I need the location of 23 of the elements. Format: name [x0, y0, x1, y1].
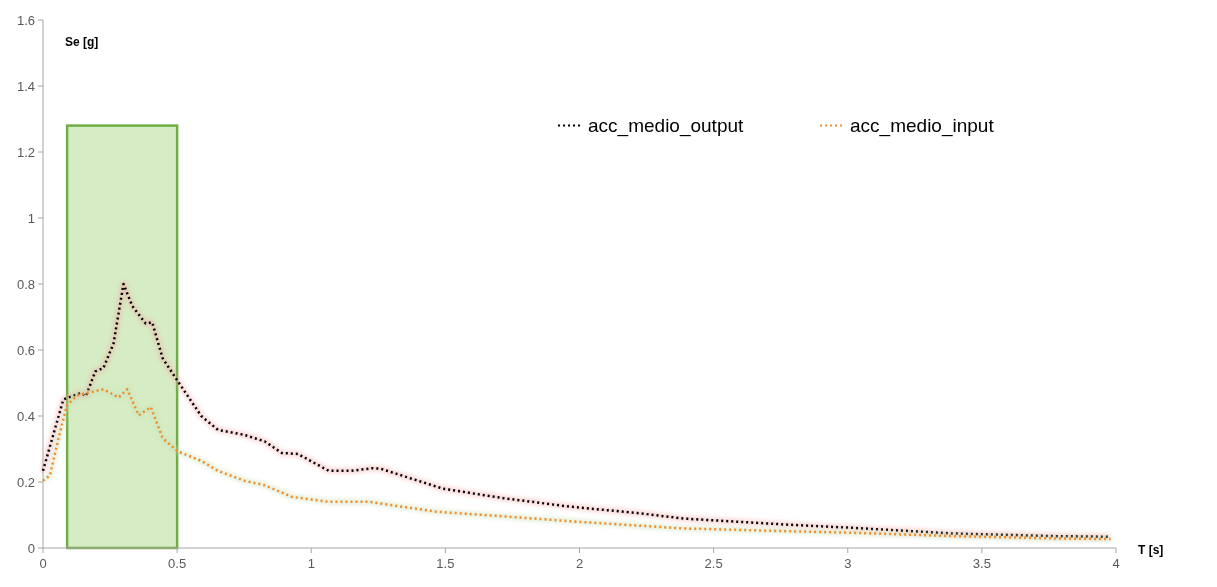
y-tick-label: 1.4	[16, 78, 35, 94]
y-tick-label: 1	[27, 210, 35, 226]
y-axis-title: Se [g]	[65, 35, 99, 49]
x-axis-title: T [s]	[1138, 543, 1164, 557]
y-tick-label: 0	[27, 540, 35, 556]
y-tick-label: 0.2	[16, 474, 35, 490]
line-series	[41, 388, 1112, 541]
y-tick-label: 0.8	[16, 276, 35, 292]
x-tick-label: 4	[1112, 556, 1120, 571]
y-tick-label: 0.6	[16, 342, 35, 358]
x-tick-label: 2	[575, 556, 584, 571]
x-tick-label: 1.5	[436, 556, 455, 571]
x-tick-label: 0	[39, 556, 47, 571]
x-tick-label: 3.5	[972, 556, 991, 571]
x-tick-label: 2.5	[704, 556, 723, 571]
y-tick-label: 1.2	[16, 144, 35, 160]
legend-label: acc_medio_input	[850, 115, 995, 138]
y-tick-label: 1.6	[16, 12, 35, 28]
x-tick-label: 1	[307, 556, 315, 571]
x-tick-label: 3	[844, 556, 852, 571]
legend-label: acc_medio_output	[588, 115, 745, 138]
x-tick-label: 0.5	[168, 556, 187, 571]
y-tick-label: 0.4	[16, 408, 35, 424]
